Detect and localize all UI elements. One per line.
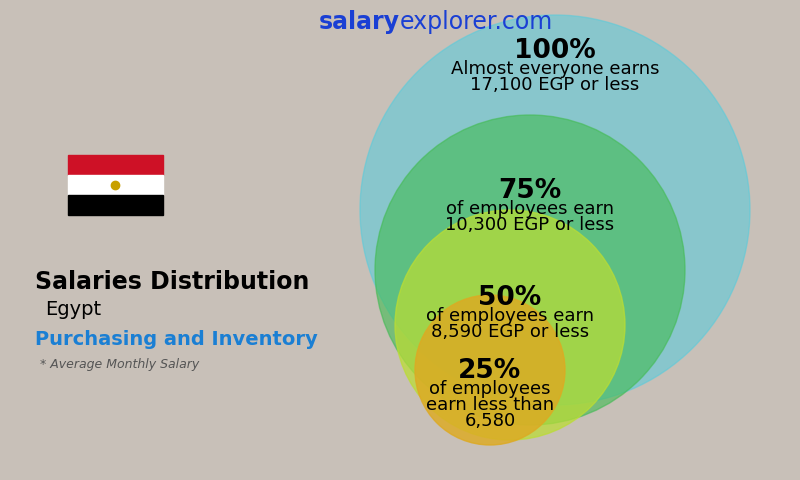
Circle shape bbox=[360, 15, 750, 405]
Text: 50%: 50% bbox=[478, 285, 542, 311]
Text: explorer.com: explorer.com bbox=[400, 10, 554, 34]
Bar bbox=[67, 195, 162, 215]
Bar bbox=[67, 175, 162, 195]
Text: 25%: 25% bbox=[458, 358, 522, 384]
Text: 100%: 100% bbox=[514, 38, 596, 64]
Text: salary: salary bbox=[319, 10, 400, 34]
Text: of employees earn: of employees earn bbox=[446, 200, 614, 218]
Text: 75%: 75% bbox=[498, 178, 562, 204]
Text: of employees earn: of employees earn bbox=[426, 307, 594, 325]
Text: of employees: of employees bbox=[430, 380, 550, 398]
Text: 6,580: 6,580 bbox=[464, 412, 516, 430]
Circle shape bbox=[395, 210, 625, 440]
Bar bbox=[67, 155, 162, 175]
Text: 17,100 EGP or less: 17,100 EGP or less bbox=[470, 76, 640, 94]
Circle shape bbox=[375, 115, 685, 425]
Text: Egypt: Egypt bbox=[45, 300, 101, 319]
Text: Almost everyone earns: Almost everyone earns bbox=[450, 60, 659, 78]
Text: * Average Monthly Salary: * Average Monthly Salary bbox=[40, 358, 199, 371]
Text: 10,300 EGP or less: 10,300 EGP or less bbox=[446, 216, 614, 234]
Text: Salaries Distribution: Salaries Distribution bbox=[35, 270, 310, 294]
Text: Purchasing and Inventory: Purchasing and Inventory bbox=[35, 330, 318, 349]
Text: 8,590 EGP or less: 8,590 EGP or less bbox=[431, 323, 589, 341]
Circle shape bbox=[415, 295, 565, 445]
Text: earn less than: earn less than bbox=[426, 396, 554, 414]
